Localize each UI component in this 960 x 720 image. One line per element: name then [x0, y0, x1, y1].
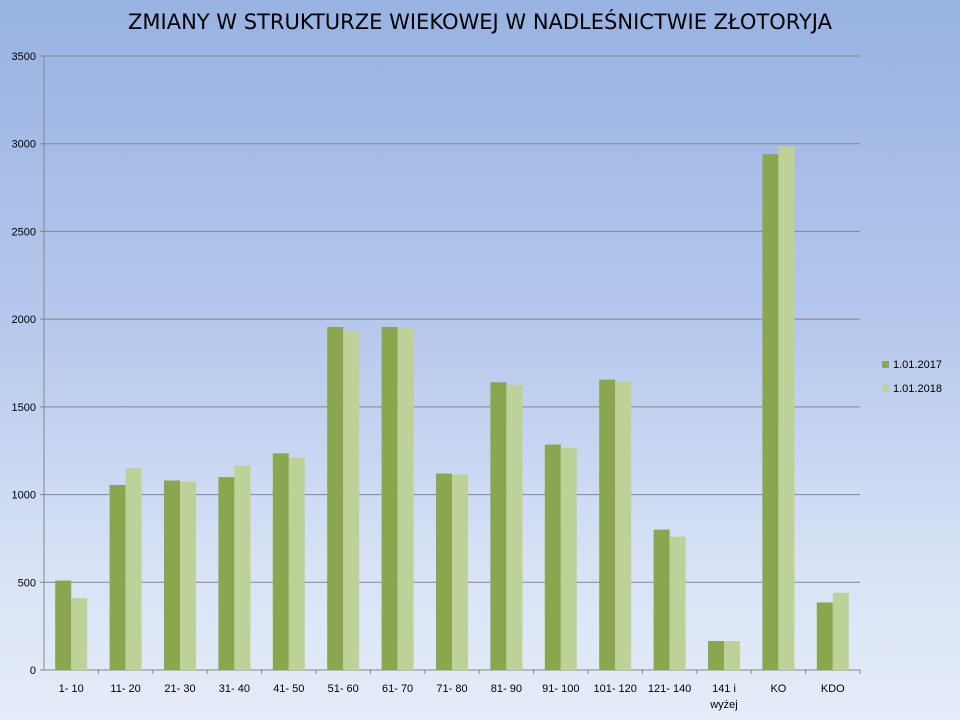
- bar-series1: [544, 444, 561, 670]
- x-tick-label: 11- 20: [110, 683, 140, 695]
- bar-series1: [762, 154, 779, 671]
- bar-series1: [381, 327, 398, 670]
- x-tick-label: 41- 50: [273, 683, 304, 695]
- bar-series2: [234, 465, 251, 670]
- bar-series2: [832, 592, 849, 670]
- x-tick-label: 21- 30: [164, 683, 195, 695]
- x-tick-label: 81- 90: [491, 683, 522, 695]
- x-tick-label: 121- 140: [648, 683, 691, 695]
- x-tick-label: 1- 10: [59, 683, 84, 695]
- legend-label: 1.01.2018: [893, 383, 942, 395]
- y-tick-labels: 0 500 1000 1500 2000 2500 3000 3500: [12, 51, 36, 677]
- bar-series2: [724, 641, 740, 670]
- x-tick-label: 51- 60: [328, 683, 359, 695]
- bar-series1: [218, 477, 235, 670]
- y-tick-label: 3500: [12, 51, 36, 63]
- bar-series1: [272, 453, 289, 670]
- bar-series2: [397, 327, 414, 670]
- bar-series1: [599, 379, 616, 670]
- x-tick-label: KO: [770, 683, 786, 695]
- bar-series1: [109, 484, 126, 670]
- x-tick-label: 141 i: [712, 683, 736, 695]
- x-tick-label: KDO: [821, 683, 845, 695]
- y-tick-label: 500: [18, 577, 36, 589]
- bar-series1: [436, 473, 452, 670]
- bar-series2: [669, 536, 686, 670]
- y-tick-label: 1000: [12, 490, 36, 502]
- bar-series1: [164, 480, 180, 670]
- y-tick-label: 2500: [12, 226, 36, 238]
- y-tick-label: 2000: [12, 314, 36, 326]
- x-tick-label: wyżej: [709, 699, 738, 711]
- bar-series2: [71, 598, 88, 670]
- x-tick-label: 91- 100: [542, 683, 579, 695]
- bar-series1: [816, 602, 833, 670]
- y-tick-label: 0: [30, 665, 36, 677]
- bar-series2: [560, 448, 577, 670]
- x-tick-labels: 1- 10 11- 20 21- 30 31- 40 41- 50 51- 60 61- 7…: [59, 683, 845, 711]
- legend-swatch: [882, 385, 889, 392]
- bar-series1: [327, 327, 344, 670]
- bar-series1: [708, 641, 724, 670]
- y-tick-label: 3000: [12, 139, 36, 151]
- x-tick-label: 71- 80: [436, 683, 467, 695]
- bars: [55, 146, 849, 671]
- bar-series1: [653, 529, 670, 670]
- legend: 1.01.2017 1.01.2018: [882, 359, 942, 395]
- chart-title: ZMIANY W STRUKTURZE WIEKOWEJ W NADLEŚNIC…: [128, 10, 832, 34]
- legend-swatch: [882, 361, 889, 368]
- bar-series2: [506, 384, 523, 670]
- bar-series2: [125, 468, 142, 670]
- bar-series2: [452, 474, 468, 670]
- bar-series2: [288, 457, 305, 670]
- bar-series1: [55, 580, 72, 670]
- bar-series2: [180, 481, 196, 670]
- bar-series2: [343, 330, 360, 670]
- bar-series2: [778, 146, 795, 671]
- x-tick-label: 61- 70: [382, 683, 413, 695]
- bar-series2: [615, 381, 632, 670]
- legend-label: 1.01.2017: [893, 359, 942, 371]
- y-tick-label: 1500: [12, 402, 36, 414]
- bar-series1: [490, 382, 507, 670]
- x-tick-label: 101- 120: [593, 683, 636, 695]
- x-tick-label: 31- 40: [219, 683, 250, 695]
